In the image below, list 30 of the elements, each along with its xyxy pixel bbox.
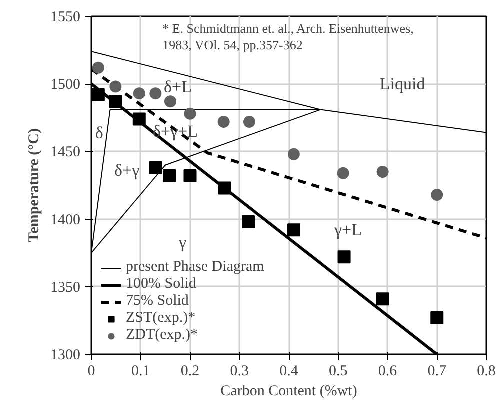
annotation: δ+γ [114,161,140,180]
legend-label: ZST(exp.)* [126,310,196,327]
x-tick-label: 0.8 [477,364,496,380]
x-tick-label: 0.3 [230,364,249,380]
annotation: 1983, VOl. 54, pp.357-362 [162,38,303,53]
annotation: δ+L [164,77,192,96]
x-axis-title: Carbon Content (%wt) [220,384,358,400]
annotation: γ+L [334,220,362,240]
y-tick-label: 1400 [50,212,80,228]
x-tick-label: 0.2 [180,364,200,380]
x-tick-label: 0.5 [329,364,348,380]
annotation: Liquid [380,74,426,94]
x-tick-label: 0.7 [428,364,447,380]
annotation: * E. Schmidtmann et. al., Arch. Eisenhuttenwes, [162,20,414,36]
y-tick-label: 1550 [50,10,80,26]
legend-label: 75% Solid [126,293,189,310]
x-tick-label: 0 [88,364,96,380]
y-tick-label: 1300 [50,348,80,364]
y-tick-label: 1500 [50,77,80,94]
legend-label: ZDT(exp.)* [126,327,198,344]
annotation: δ [95,123,104,142]
annotation: γ [178,232,187,252]
x-tick-label: 0.4 [280,364,299,380]
legend-label: present Phase Diagram [126,259,264,276]
x-tick-label: 0.1 [132,364,150,380]
x-tick-label: 0.6 [378,364,398,380]
y-tick-label: 1350 [50,280,80,296]
y-axis-title: Temperature (°C) [26,128,42,242]
legend-label: 100% Solid [126,276,196,293]
y-tick-label: 1450 [50,144,80,161]
